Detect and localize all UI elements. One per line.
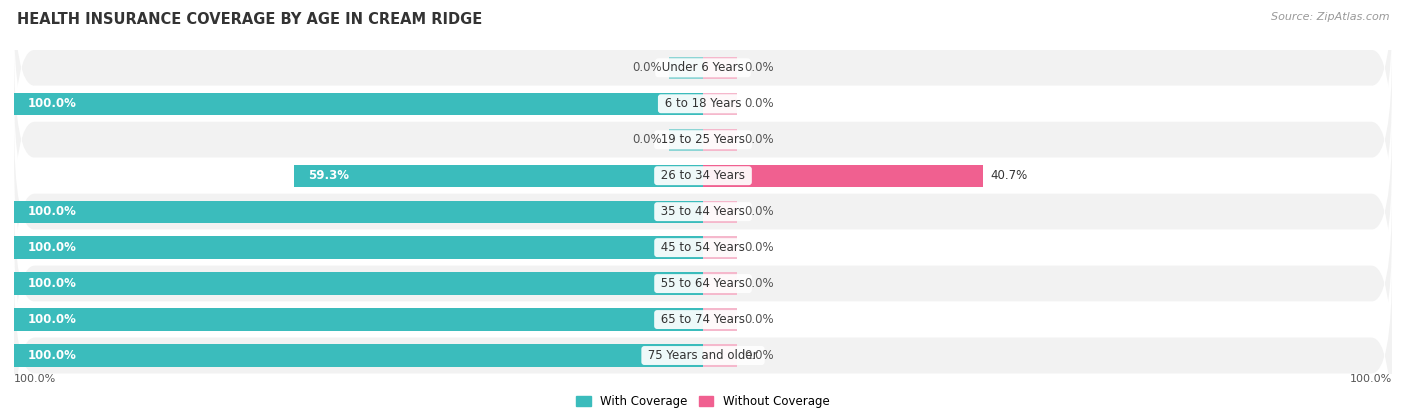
Bar — [703, 344, 738, 367]
Bar — [703, 272, 738, 295]
Text: 100.0%: 100.0% — [14, 374, 56, 383]
FancyBboxPatch shape — [14, 194, 1392, 374]
Text: 0.0%: 0.0% — [744, 97, 773, 110]
Text: 100.0%: 100.0% — [28, 205, 77, 218]
Text: 100.0%: 100.0% — [28, 241, 77, 254]
Bar — [703, 200, 738, 223]
Text: HEALTH INSURANCE COVERAGE BY AGE IN CREAM RIDGE: HEALTH INSURANCE COVERAGE BY AGE IN CREA… — [17, 12, 482, 27]
Bar — [294, 164, 703, 187]
Bar — [669, 56, 703, 79]
Bar — [14, 272, 703, 295]
Text: 19 to 25 Years: 19 to 25 Years — [657, 133, 749, 146]
Bar — [703, 237, 738, 259]
Text: 0.0%: 0.0% — [744, 61, 773, 74]
Text: 100.0%: 100.0% — [28, 349, 77, 362]
Bar — [14, 93, 703, 115]
FancyBboxPatch shape — [14, 158, 1392, 337]
Text: 55 to 64 Years: 55 to 64 Years — [657, 277, 749, 290]
Text: 100.0%: 100.0% — [1350, 374, 1392, 383]
FancyBboxPatch shape — [14, 122, 1392, 302]
Text: 0.0%: 0.0% — [633, 133, 662, 146]
Text: 100.0%: 100.0% — [28, 97, 77, 110]
Bar — [703, 93, 738, 115]
Text: 45 to 54 Years: 45 to 54 Years — [657, 241, 749, 254]
Text: 0.0%: 0.0% — [744, 313, 773, 326]
FancyBboxPatch shape — [14, 86, 1392, 266]
Bar — [703, 308, 738, 331]
Text: 35 to 44 Years: 35 to 44 Years — [657, 205, 749, 218]
Text: 6 to 18 Years: 6 to 18 Years — [661, 97, 745, 110]
Text: 40.7%: 40.7% — [990, 169, 1028, 182]
Text: 59.3%: 59.3% — [308, 169, 349, 182]
Bar — [703, 56, 738, 79]
Text: 0.0%: 0.0% — [744, 205, 773, 218]
Text: 100.0%: 100.0% — [28, 277, 77, 290]
Bar — [14, 308, 703, 331]
Text: 75 Years and older: 75 Years and older — [644, 349, 762, 362]
Text: 0.0%: 0.0% — [744, 349, 773, 362]
Text: 0.0%: 0.0% — [744, 133, 773, 146]
Text: 26 to 34 Years: 26 to 34 Years — [657, 169, 749, 182]
Bar — [703, 129, 738, 151]
Text: Under 6 Years: Under 6 Years — [658, 61, 748, 74]
Legend: With Coverage, Without Coverage: With Coverage, Without Coverage — [572, 391, 834, 413]
Text: Source: ZipAtlas.com: Source: ZipAtlas.com — [1271, 12, 1389, 22]
Text: 65 to 74 Years: 65 to 74 Years — [657, 313, 749, 326]
Bar — [14, 237, 703, 259]
FancyBboxPatch shape — [14, 0, 1392, 158]
Bar — [14, 344, 703, 367]
Text: 0.0%: 0.0% — [633, 61, 662, 74]
Text: 0.0%: 0.0% — [744, 277, 773, 290]
Text: 0.0%: 0.0% — [744, 241, 773, 254]
FancyBboxPatch shape — [14, 50, 1392, 229]
Bar — [669, 129, 703, 151]
FancyBboxPatch shape — [14, 229, 1392, 410]
Bar — [703, 164, 983, 187]
Text: 100.0%: 100.0% — [28, 313, 77, 326]
FancyBboxPatch shape — [14, 266, 1392, 415]
Bar — [14, 200, 703, 223]
FancyBboxPatch shape — [14, 14, 1392, 194]
